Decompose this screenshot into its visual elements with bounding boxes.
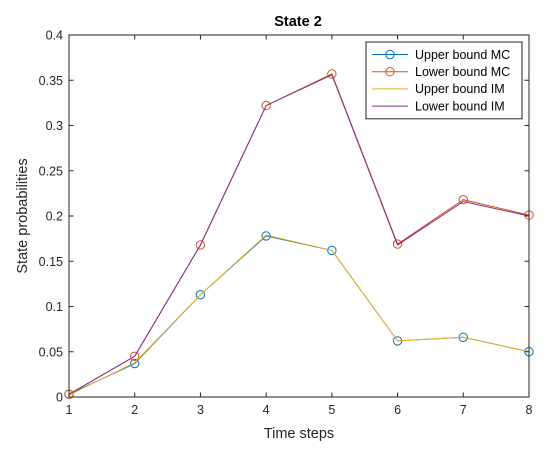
y-tick-label-5: 0.25 [39,164,63,178]
data-point-s1-3 [261,100,271,111]
x-tick-label-5: 6 [394,403,401,417]
x-axis-label: Time steps [264,426,334,442]
y-tick-label-2: 0.1 [46,300,63,314]
series-layer [64,69,534,399]
y-tick-label-8: 0.4 [46,29,63,43]
data-point-s1-6 [458,195,468,205]
data-point-s1-2 [195,240,206,250]
data-point-s0-2 [195,290,206,300]
series-line-3 [68,74,530,395]
y-tick-label-1: 0.05 [39,345,63,359]
legend-label-2: Upper bound IM [415,82,505,96]
chart-title: State 2 [274,14,322,30]
x-tick-label-4: 5 [328,403,335,417]
ticks-layer: 1 2 3 4 5 6 7 8 0 0.05 0.1 0.15 0.2 0.25 0.3 0.35 0.4 [39,29,533,418]
x-tick-label-0: 1 [66,403,73,417]
x-tick-label-3: 4 [263,403,270,417]
x-tick-label-6: 7 [460,403,467,417]
y-tick-label-3: 0.15 [39,255,63,269]
y-tick-label-4: 0.2 [46,210,63,224]
data-point-s1-4 [327,69,337,79]
y-tick-label-0: 0 [56,391,63,405]
legend-label-0: Upper bound MC [415,48,510,62]
legend-label-1: Lower bound MC [415,65,510,79]
x-tick-label-1: 2 [131,403,138,417]
legend-label-3: Lower bound IM [415,99,505,113]
x-tick-label-2: 3 [197,403,204,417]
legend-marker-0 [385,49,395,60]
data-point-s1-5 [392,239,403,249]
x-tick-label-7: 8 [526,403,533,417]
y-tick-label-7: 0.35 [39,74,63,88]
legend: Upper bound MC Lower bound MC Upper bound … [365,41,523,120]
data-point-s0-1 [130,358,140,369]
legend-marker-1 [385,67,395,77]
data-point-s0-4 [327,245,337,256]
series-line-2 [68,234,530,396]
y-tick-label-6: 0.3 [46,119,63,133]
y-axis-label: State probabilities [15,158,31,273]
data-point-s1-1 [130,351,140,361]
